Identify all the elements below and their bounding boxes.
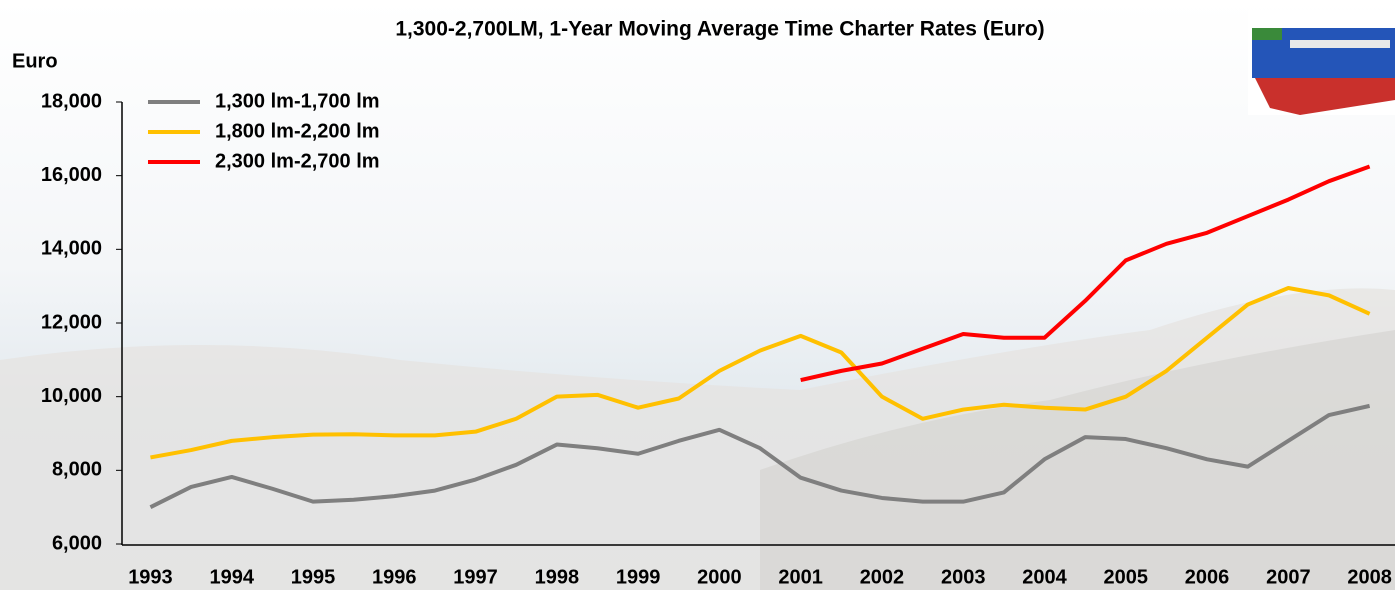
legend-label: 2,300 lm-2,700 lm [215, 150, 380, 172]
x-tick-label: 1998 [535, 566, 580, 588]
x-tick-label: 1994 [209, 566, 254, 588]
x-tick-label: 2004 [1022, 566, 1067, 588]
chart-title: 1,300-2,700LM, 1-Year Moving Average Tim… [395, 18, 1044, 41]
y-axis-label: Euro [12, 50, 58, 72]
series-line [800, 164, 1371, 383]
x-tick-label: 2006 [1185, 566, 1230, 588]
legend-label: 1,800 lm-2,200 lm [215, 120, 380, 142]
x-tick-label: 2007 [1266, 566, 1311, 588]
x-tick-label: 2008 [1347, 566, 1392, 588]
x-tick-label: 1996 [372, 566, 417, 588]
x-tick-label: 1995 [291, 566, 336, 588]
x-tick-label: 1999 [616, 566, 661, 588]
y-tick-label: 6,000 [52, 532, 102, 554]
legend-label: 1,300 lm-1,700 lm [215, 90, 380, 112]
y-tick-label: 14,000 [41, 238, 102, 260]
x-tick-label: 1993 [128, 566, 173, 588]
x-tick-label: 2000 [697, 566, 742, 588]
x-tick-label: 2001 [778, 566, 823, 588]
series-line [149, 403, 1371, 509]
y-tick-label: 12,000 [41, 311, 102, 333]
y-tick-label: 18,000 [41, 90, 102, 112]
x-tick-label: 1997 [453, 566, 498, 588]
x-tick-label: 2002 [860, 566, 905, 588]
y-tick-label: 10,000 [41, 385, 102, 407]
x-tick-label: 2003 [941, 566, 986, 588]
ship-picture [1248, 10, 1395, 115]
y-tick-label: 16,000 [41, 164, 102, 186]
series-line [150, 286, 1371, 460]
y-tick-label: 8,000 [52, 459, 102, 481]
x-tick-label: 2005 [1104, 566, 1149, 588]
background-island [760, 330, 1395, 590]
